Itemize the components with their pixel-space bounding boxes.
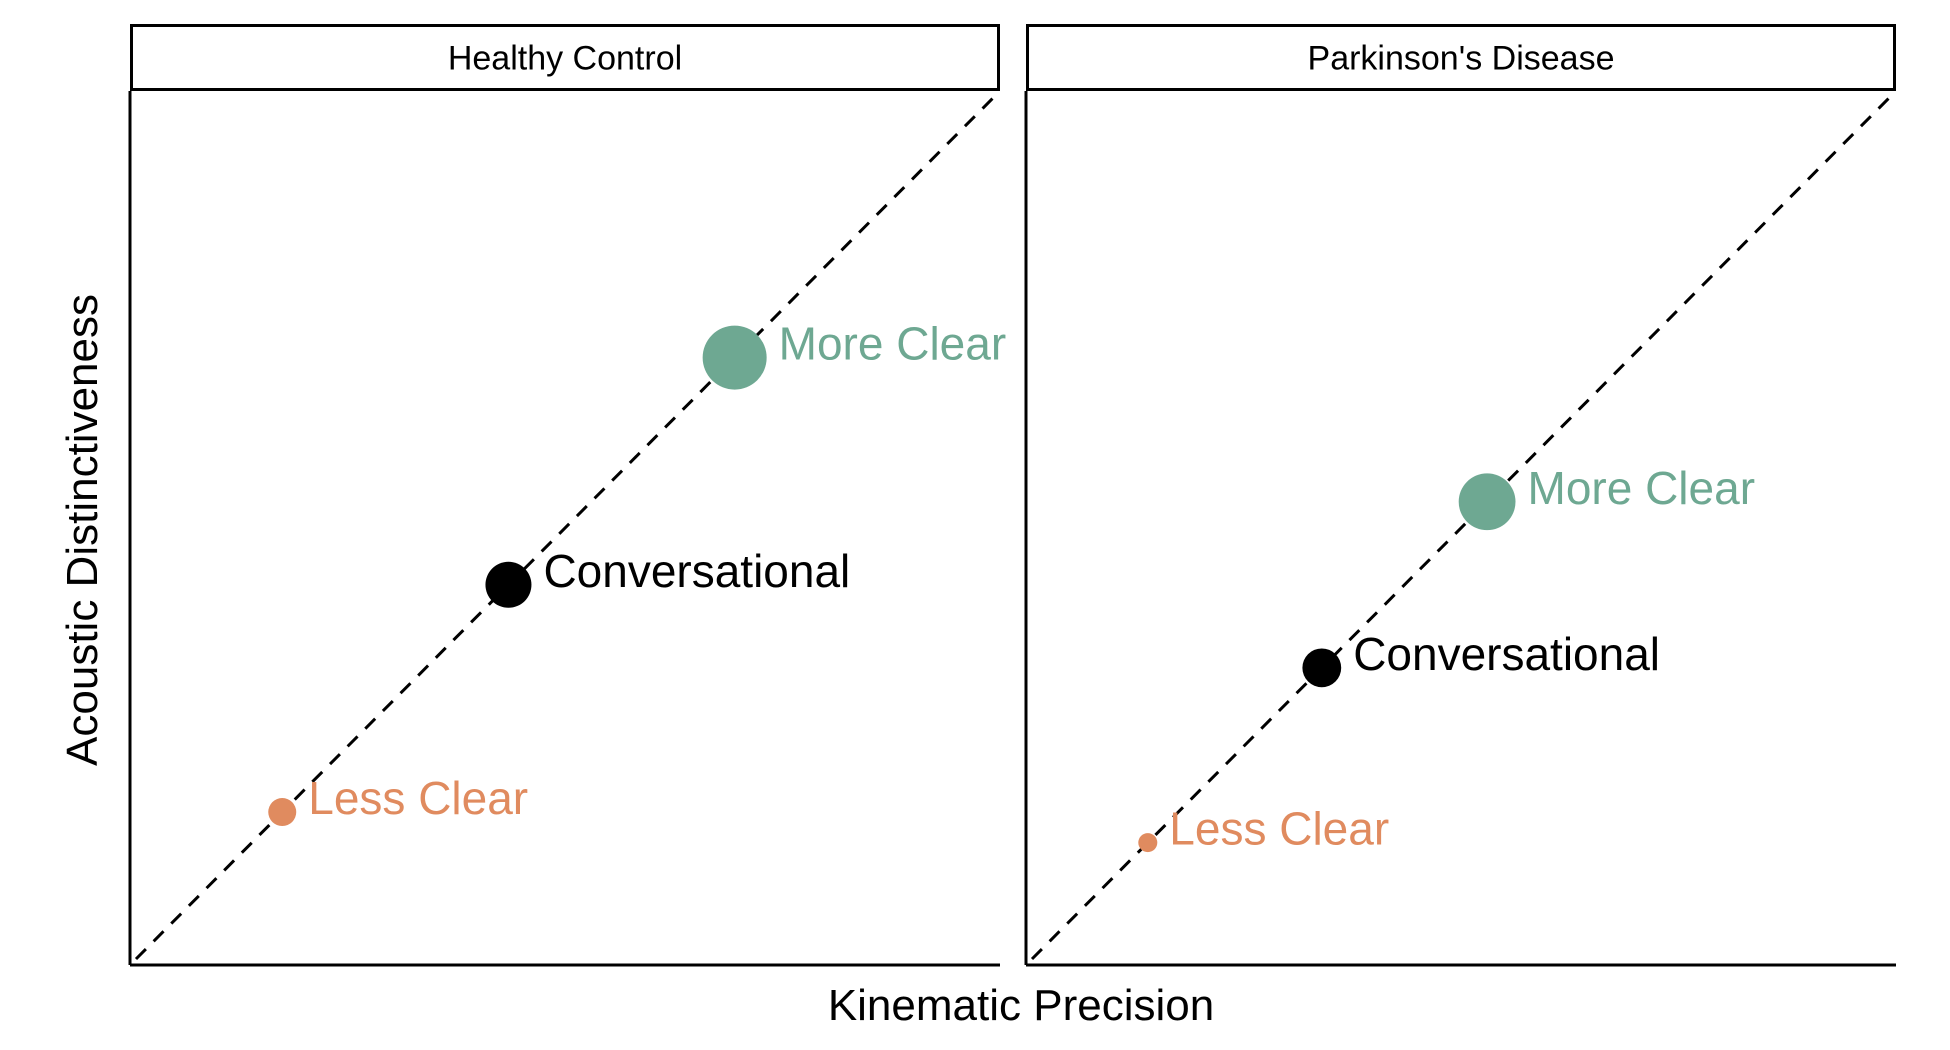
point-label: Conversational (543, 545, 850, 597)
point-label: More Clear (1528, 462, 1756, 514)
x-axis-title: Kinematic Precision (828, 981, 1214, 1030)
facet-strip-label: Parkinson's Disease (1308, 40, 1615, 78)
point-label: More Clear (779, 318, 1007, 370)
y-axis-title: Acoustic Distinctiveness (58, 294, 107, 766)
point-label: Less Clear (1169, 803, 1389, 855)
facet-panel: Parkinson's Disease Less Clear Conversatio… (1024, 24, 1898, 967)
data-point (1302, 648, 1342, 688)
data-point (485, 561, 532, 608)
facet-panel: Healthy Control Less Clear Conversational M… (128, 24, 1007, 967)
data-point (1458, 473, 1516, 531)
reference-line (1030, 89, 1898, 961)
facet-strip-label: Healthy Control (448, 40, 682, 78)
point-label: Conversational (1353, 628, 1660, 680)
data-point (268, 798, 297, 827)
panels: Healthy Control Less Clear Conversational M… (128, 24, 1898, 967)
facet-strip (1026, 24, 1896, 91)
facet-strip (130, 24, 1000, 91)
point-label: Less Clear (308, 772, 528, 824)
data-point (702, 325, 767, 390)
data-point (1138, 833, 1158, 853)
reference-line (134, 89, 1002, 961)
